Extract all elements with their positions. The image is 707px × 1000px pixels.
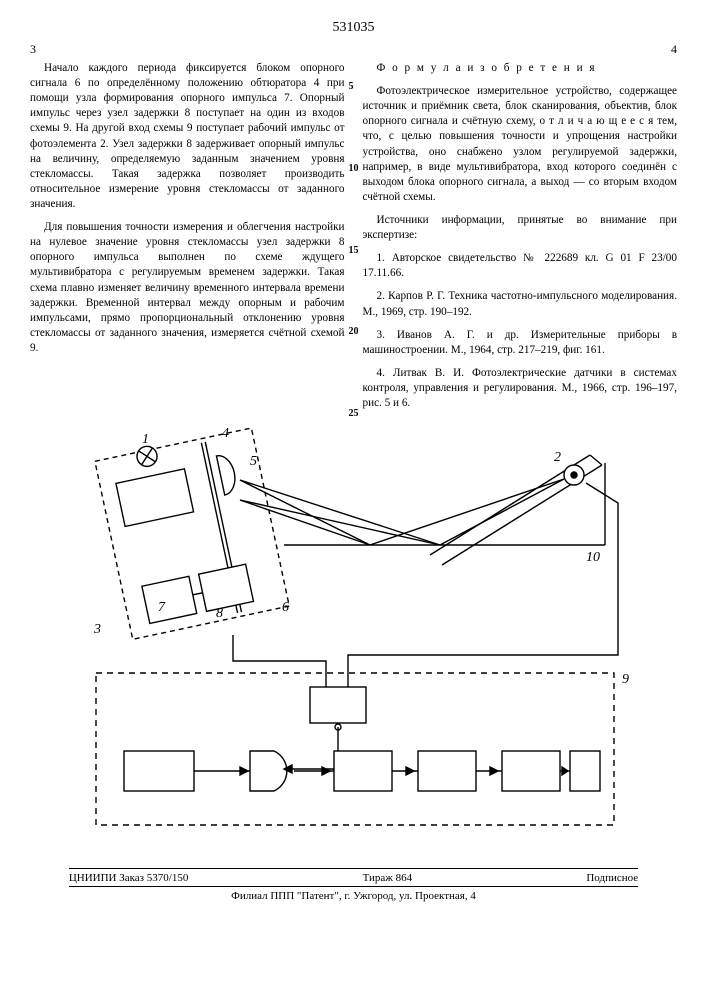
svg-text:1: 1 — [142, 432, 149, 447]
footer: ЦНИИПИ Заказ 5370/150 Тираж 864 Подписно… — [30, 868, 677, 902]
ln: 20 — [349, 326, 359, 337]
ln: 10 — [349, 163, 359, 174]
page: 531035 3 4 Начало каждого периода фиксир… — [0, 0, 707, 912]
column-numbers: 3 4 — [30, 42, 677, 57]
svg-text:7: 7 — [158, 600, 166, 615]
ref3: 3. Иванов А. Г. и др. Измерительные приб… — [363, 328, 678, 358]
left-column: Начало каждого периода фиксируется блоко… — [30, 61, 345, 419]
ref2: 2. Карпов Р. Г. Техника частотно-импульс… — [363, 289, 678, 319]
ln: 5 — [349, 81, 359, 92]
footer-center: Тираж 864 — [363, 872, 413, 884]
right-column: Ф о р м у л а и з о б р е т е н и я Фото… — [363, 61, 678, 419]
svg-text:10: 10 — [586, 550, 600, 565]
svg-text:9: 9 — [622, 672, 629, 687]
left-p1: Начало каждого периода фиксируется блоко… — [30, 61, 345, 212]
col-num-left: 3 — [30, 42, 36, 57]
footer-line-1: ЦНИИПИ Заказ 5370/150 Тираж 864 Подписно… — [69, 868, 638, 884]
ln: 15 — [349, 245, 359, 256]
footer-right: Подписное — [586, 872, 638, 884]
svg-text:3: 3 — [93, 622, 101, 637]
svg-text:4: 4 — [222, 426, 229, 441]
svg-text:6: 6 — [282, 600, 289, 615]
ln: 25 — [349, 408, 359, 419]
svg-text:5: 5 — [250, 454, 257, 469]
schematic-diagram: 1 4 5 2 10 3 6 7 8 9 — [30, 425, 677, 855]
footer-address: Филиал ППП "Патент", г. Ужгород, ул. Про… — [69, 886, 638, 902]
text-columns: Начало каждого периода фиксируется блоко… — [30, 61, 677, 419]
left-p2: Для повышения точности измерения и облег… — [30, 220, 345, 356]
claim-text: Фотоэлектрическое измерительное устройст… — [363, 84, 678, 205]
ref1: 1. Авторское свидетельство № 222689 кл. … — [363, 251, 678, 281]
patent-number: 531035 — [30, 20, 677, 36]
footer-left: ЦНИИПИ Заказ 5370/150 — [69, 872, 189, 884]
col-num-right: 4 — [671, 42, 677, 57]
formula-heading: Ф о р м у л а и з о б р е т е н и я — [363, 61, 678, 76]
svg-text:2: 2 — [554, 450, 561, 465]
line-numbers: 5 10 15 20 25 — [345, 61, 363, 419]
svg-text:8: 8 — [216, 606, 223, 621]
sources-heading: Источники информации, принятые во вниман… — [363, 213, 678, 243]
ref4: 4. Литвак В. И. Фотоэлектрические датчик… — [363, 366, 678, 411]
